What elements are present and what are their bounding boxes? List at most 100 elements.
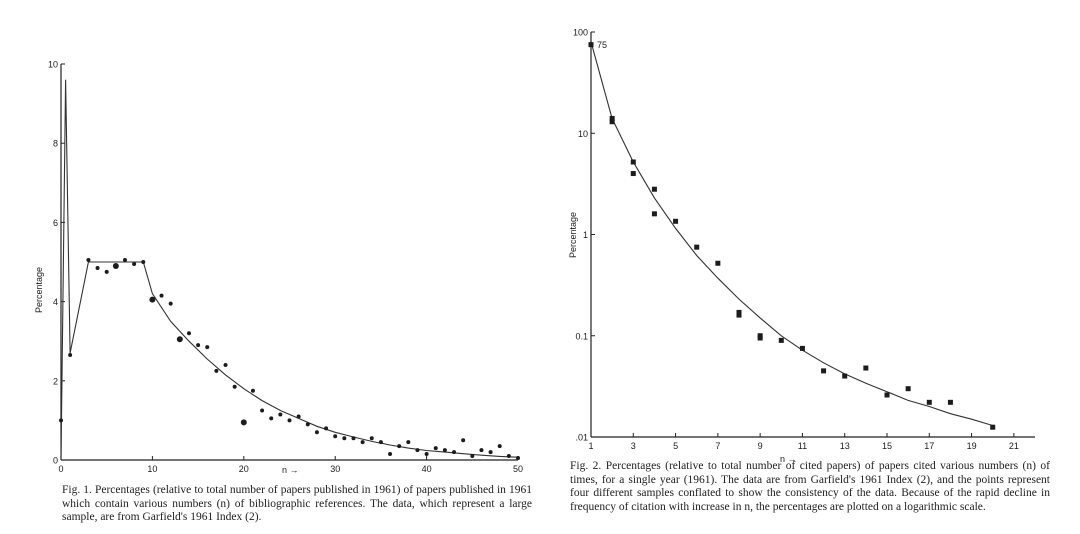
data-point [324, 426, 329, 431]
data-point [360, 440, 365, 445]
data-point [630, 159, 636, 165]
data-point [863, 365, 869, 371]
data-point [205, 345, 210, 350]
data-point [516, 456, 520, 461]
data-point [287, 418, 292, 423]
data-point [95, 265, 100, 270]
data-point [424, 452, 429, 457]
data-point [842, 373, 848, 379]
y-axis-label: Percentage [568, 212, 578, 258]
data-point [159, 293, 164, 298]
y-tick-label: 1 [583, 230, 588, 240]
data-point [186, 331, 191, 336]
x-tick-label: 1 [588, 441, 593, 451]
y-tick-label: 0 [53, 456, 58, 466]
x-tick-label: 40 [422, 464, 432, 474]
data-point [694, 244, 700, 250]
x-tick-label: 13 [840, 441, 850, 451]
y-tick-label: 10 [578, 129, 588, 139]
y-tick-label: 10 [48, 60, 58, 70]
y-axis-label: Percentage [34, 267, 44, 313]
data-point [736, 309, 742, 315]
data-point [947, 399, 953, 405]
x-tick-label: 20 [239, 464, 249, 474]
x-tick-label: 0 [58, 464, 63, 474]
data-point [442, 448, 447, 453]
data-point [260, 408, 265, 413]
data-point [433, 446, 438, 451]
data-point [333, 434, 338, 439]
x-tick-label: 50 [513, 464, 523, 474]
data-point [104, 269, 109, 274]
x-tick-label: 17 [924, 441, 934, 451]
fitted-curve [60, 79, 519, 461]
data-point [673, 218, 679, 224]
data-point [240, 419, 247, 426]
data-point [378, 440, 383, 445]
x-axis-label: n → [780, 454, 797, 464]
x-tick-label: 3 [631, 441, 636, 451]
x-axis-label: n → [282, 465, 299, 475]
data-point [132, 261, 137, 266]
x-tick-label: 30 [330, 464, 340, 474]
x-tick-label: 9 [758, 441, 763, 451]
data-point [609, 115, 615, 121]
figure-2-caption: Fig. 2. Percentages (relative to total n… [570, 460, 1050, 513]
data-point [497, 444, 502, 449]
data-point [168, 301, 173, 306]
data-point [296, 414, 301, 419]
data-point [86, 258, 91, 263]
data-point [149, 296, 156, 303]
figure-1: 0 2 4 6 8 10 0 10 20 30 40 50 Percentage n → Fig. 1. … [34, 60, 532, 524]
x-tick-label: 10 [147, 464, 157, 474]
data-point [588, 42, 594, 48]
data-point [406, 440, 411, 445]
data-point [488, 450, 493, 455]
data-point [926, 399, 932, 405]
data-point [397, 444, 402, 449]
data-point [342, 436, 347, 441]
data-point [269, 416, 274, 421]
data-point [609, 119, 615, 125]
data-point [799, 345, 805, 351]
data-point [715, 260, 721, 266]
figure-1-caption: Fig. 1. Percentages (relative to total n… [62, 484, 532, 523]
data-point [176, 336, 183, 343]
x-tick-label: 15 [882, 441, 892, 451]
figure-2: 100 10 1 0.1.01 1 3 5 7 9 11 13 15 17 19 21 Percentage n… [540, 0, 1080, 534]
data-point [250, 388, 255, 393]
data-point [506, 454, 511, 459]
data-point [223, 362, 228, 367]
data-point [305, 422, 310, 427]
x-tick-label: 7 [715, 441, 720, 451]
data-point [214, 368, 219, 373]
y-tick-label: 4 [53, 297, 58, 307]
data-point [232, 384, 237, 389]
data-point [479, 448, 484, 453]
data-point [651, 186, 657, 192]
x-tick-label: 11 [798, 441, 807, 451]
y-tick-label: .01 [575, 433, 588, 443]
data-point [630, 171, 636, 177]
data-point [369, 436, 374, 441]
chart-1-svg: 0 2 4 6 8 10 0 10 20 30 40 50 Percentage n → [34, 60, 523, 476]
data-point [461, 438, 466, 443]
x-tick-label: 21 [1009, 441, 1019, 451]
data-point [112, 262, 119, 269]
data-point [651, 211, 657, 217]
data-point [141, 260, 146, 264]
data-point [68, 353, 73, 358]
peak-annotation: 75 [597, 40, 607, 50]
data-point [990, 424, 996, 430]
data-point [388, 452, 393, 457]
x-tick-label: 19 [967, 441, 977, 451]
data-point [59, 418, 63, 423]
data-point [884, 392, 890, 398]
data-point [757, 333, 763, 339]
data-point [778, 337, 784, 343]
data-point [278, 412, 283, 417]
x-tick-label: 5 [673, 441, 678, 451]
data-point [122, 258, 127, 263]
y-tick-label: 6 [53, 218, 58, 228]
